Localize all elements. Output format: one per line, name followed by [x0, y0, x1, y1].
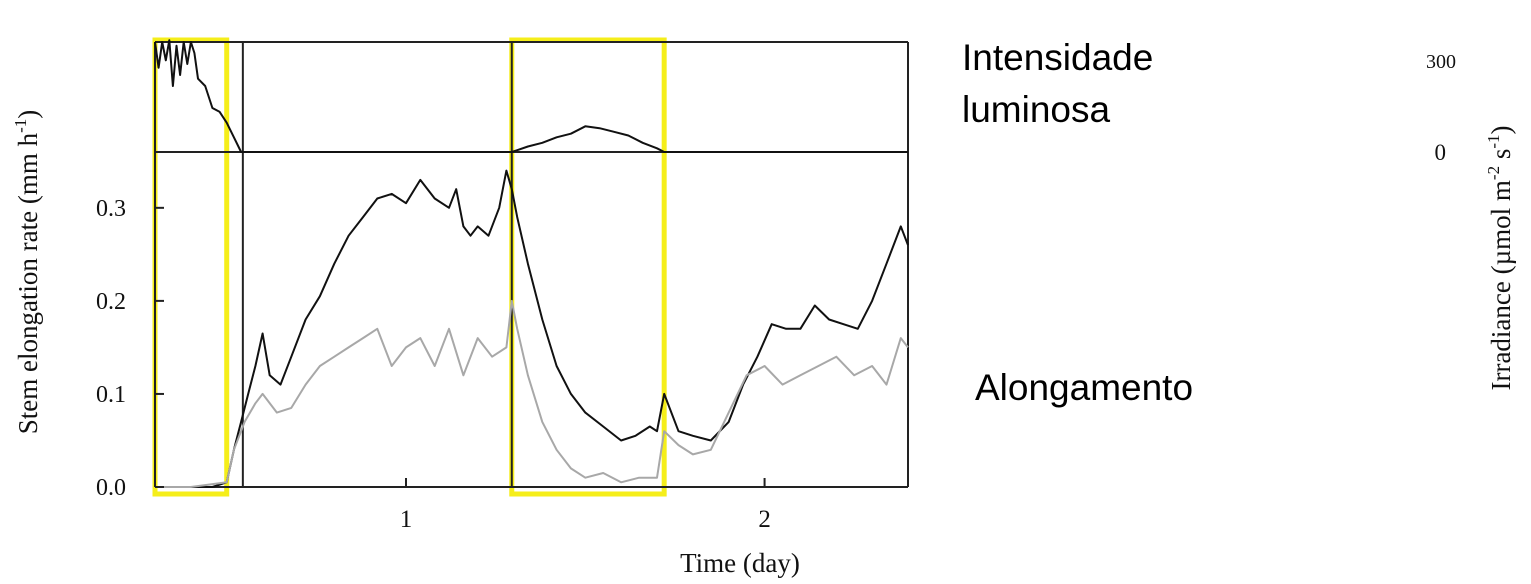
- irradiance-tick-label-0: 0: [1435, 140, 1447, 165]
- elongation-line-dark: [155, 169, 909, 488]
- y-axis: 0.0 0.1 0.2 0.3: [96, 196, 164, 501]
- irradiance-tick-label-300: 300: [1426, 51, 1456, 73]
- y-tick-label-0.3: 0.3: [96, 196, 126, 222]
- plot-frame: [154, 41, 909, 488]
- y-tick-label-0.2: 0.2: [96, 289, 126, 315]
- highlight-boxes: [152, 37, 667, 497]
- x-tick-label-1: 1: [400, 506, 413, 533]
- annotation-light-line1: Intensidade: [962, 37, 1153, 78]
- y-axis-label: Stem elongation rate (mm h-1): [11, 110, 43, 435]
- irradiance-axis-label: Irradiance (µmol m-2 s-1): [1484, 125, 1516, 390]
- highlight-box-1: [152, 37, 230, 497]
- highlight-box-2: [509, 37, 667, 497]
- x-tick-label-2: 2: [758, 506, 771, 533]
- annotation-elongation: Alongamento: [975, 367, 1193, 408]
- annotation-light-line2: luminosa: [962, 89, 1110, 130]
- irradiance-line: [154, 39, 908, 153]
- irradiance-axis: 0 300: [1426, 51, 1456, 165]
- x-axis-label: Time (day): [680, 548, 800, 578]
- y-tick-label-0.1: 0.1: [96, 382, 126, 408]
- elongation-line-light: [155, 299, 909, 488]
- y-tick-label-0.0: 0.0: [96, 475, 126, 501]
- data-series: [154, 39, 909, 488]
